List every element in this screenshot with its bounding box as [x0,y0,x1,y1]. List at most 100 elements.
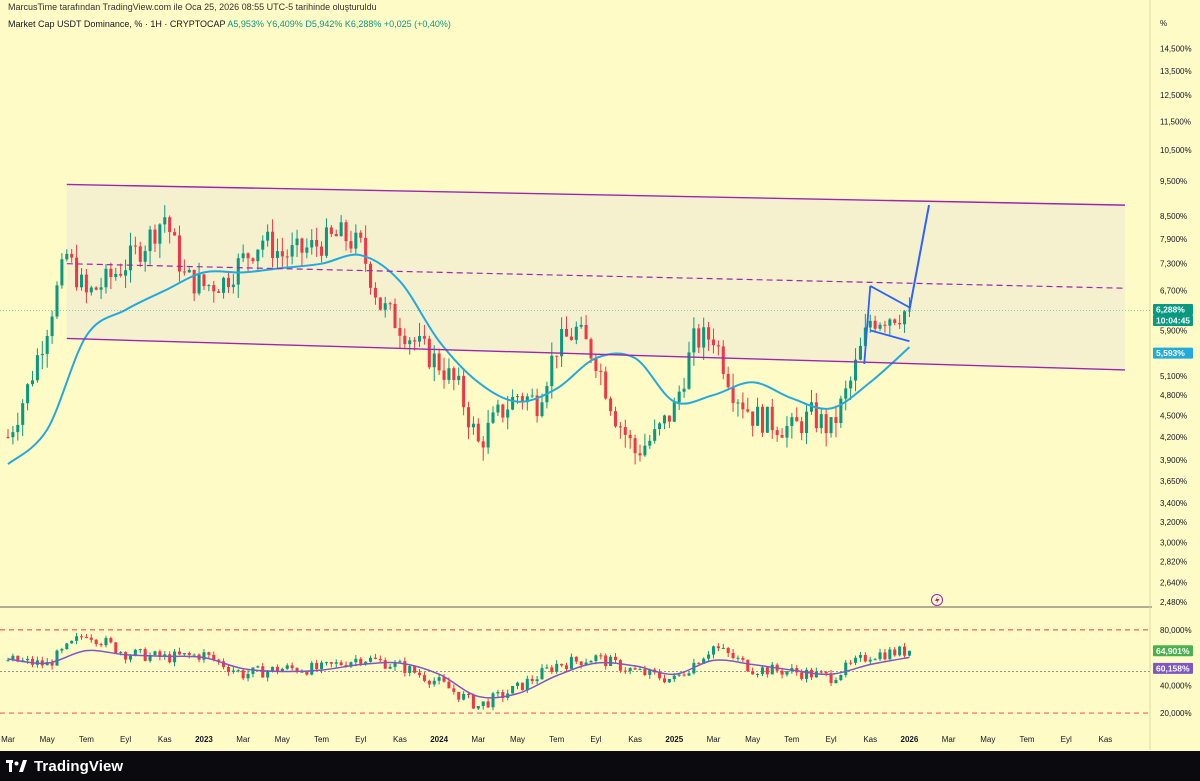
candle-body [40,353,44,356]
rsi-candle-body [878,652,882,660]
candle-body [148,229,152,252]
candle-body [119,273,123,276]
rsi-candle-body [418,672,422,676]
flag-bottom-line[interactable] [870,329,910,343]
rsi-candle-body [751,671,755,675]
rsi-ma-badge-box [1153,662,1193,674]
rsi-candle-body [388,666,392,669]
candle-body [898,323,902,325]
candle-body [207,285,211,287]
x-tick-label: 2023 [195,735,213,744]
rsi-candle-body [481,701,485,707]
candle-body [246,253,250,259]
channel-bottom-line[interactable] [66,337,1126,371]
y-tick-label: 7,900% [1160,235,1187,244]
candle-body [770,406,774,431]
candle-body [903,311,907,325]
candle-body [731,387,735,403]
rsi-candle-body [271,666,275,672]
y-tick-label: 4,500% [1160,411,1187,420]
rsi-candle-body [320,662,324,669]
candle-body [427,338,431,368]
rsi-candle-body [408,666,412,673]
rsi-candle-body [30,658,35,665]
rsi-candle-body [736,657,740,659]
rsi-candle-body [805,669,809,679]
rsi-candle-body [682,674,686,676]
candle-body [525,396,529,403]
rsi-candle-body [550,667,554,672]
candle-body [726,373,730,388]
candle-body [638,453,642,456]
y-tick-label: 10,500% [1160,146,1192,155]
candle-body [839,398,843,423]
x-tick-label: Mar [942,735,956,744]
y-tick-label: 8,500% [1160,212,1187,221]
rsi-value-badge-text: 64,901% [1156,646,1190,656]
breakout-arrow[interactable] [908,204,931,311]
candle-body [628,434,632,439]
rsi-candle-body [535,679,539,682]
candle-body [334,234,338,237]
candle-body [158,224,162,244]
candle-body [373,287,377,298]
axes: 14,500% 13,500% 12,500% 11,500% 10,500% 9,500… [0,0,1192,750]
candle-body [844,388,848,399]
candle-body [785,425,789,438]
rsi-candle-body [99,644,103,646]
channel-mid-line[interactable] [66,263,1126,289]
candle-body [569,336,573,340]
flag-pole-line[interactable] [863,285,872,365]
symbol-legend[interactable]: Market Cap USDT Dominance, % · 1H · CRYP… [8,19,451,29]
rsi-candle-body [721,647,725,649]
candle-body [212,285,216,292]
rsi-candle-body [324,662,328,664]
rsi-candle-body [501,692,505,698]
rsi-candle-body [231,670,235,672]
rsi-candle-body [613,656,618,661]
candle-body [84,274,88,293]
rsi-candle-body [373,657,377,659]
candle-body [124,270,128,276]
rsi-candle-body [711,646,715,655]
rsi-candle-body [442,677,446,682]
candle-body [834,417,838,423]
candle-body [437,353,441,371]
rsi-candle-body [609,656,613,666]
ma-value-badge-text: 5,593% [1156,348,1185,358]
rsi-candle-body [462,693,466,700]
rsi-candle-body [182,653,186,655]
candle-body [878,324,882,329]
candle-body [653,429,657,441]
x-tick-label: May [275,735,290,744]
candle-body [99,287,103,290]
tradingview-logo[interactable]: TradingView [6,758,123,775]
footer-bar: TradingView [0,751,1200,781]
rsi-candle-body [11,655,15,661]
flag-top-line[interactable] [869,285,910,309]
candle-body [251,258,255,262]
rsi-candle-body [658,672,662,679]
candle-body [26,384,30,404]
x-tick-label: Eyl [355,735,366,744]
candle-body [618,426,622,428]
candle-body [574,326,578,340]
candle-body [285,256,289,258]
rsi-candle-body [824,671,828,674]
candle-body [476,423,480,442]
candle-body [868,320,872,328]
rsi-candle-body [246,673,250,679]
candle-body [814,402,818,429]
rsi-candle-body [726,647,730,653]
rsi-candle-body [814,671,818,678]
candle-body [609,398,613,412]
tradingview-logo-icon [6,760,27,772]
channel-top-line[interactable] [66,183,1126,206]
candle-body [383,303,387,310]
candle-body [266,231,270,241]
lightning-icon[interactable] [931,594,943,606]
candle-body [721,346,725,374]
candle-body [114,273,118,278]
rsi-candle-body [819,671,823,673]
